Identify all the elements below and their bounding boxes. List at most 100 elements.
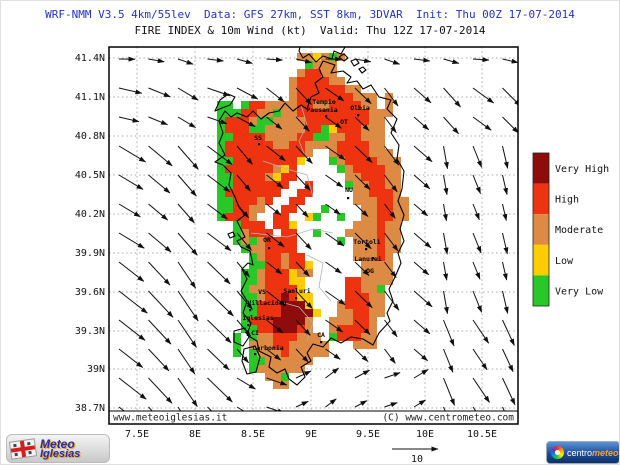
fire-cell — [313, 133, 321, 141]
fire-cell — [353, 333, 361, 341]
fire-cell — [233, 181, 241, 189]
wind-arrow — [443, 261, 449, 281]
lat-tick-label: 39.9N — [75, 248, 105, 259]
fire-cell — [337, 221, 345, 229]
fire-cell — [377, 173, 385, 181]
fire-cell — [329, 293, 337, 301]
fire-cell — [313, 317, 321, 325]
fire-cell — [369, 189, 377, 197]
wind-arrow — [118, 174, 144, 190]
fire-cell — [257, 285, 265, 293]
fire-cell — [329, 301, 337, 309]
fire-cell — [345, 149, 353, 157]
fire-cell — [257, 133, 265, 141]
fire-cell — [249, 237, 257, 245]
fire-cell — [281, 125, 289, 133]
fire-cell — [321, 253, 329, 261]
fire-cell — [289, 341, 297, 349]
fire-cell — [305, 237, 313, 245]
fire-cell — [393, 173, 401, 181]
fire-cell — [297, 213, 305, 221]
fire-cell — [361, 341, 369, 349]
fire-cell — [329, 157, 337, 165]
fire-cell — [321, 333, 329, 341]
fire-cell — [257, 341, 265, 349]
map-frame — [108, 46, 519, 425]
fire-cell — [305, 173, 313, 181]
fire-cell — [313, 125, 321, 133]
fire-cell — [329, 109, 337, 117]
fire-cell — [289, 109, 297, 117]
fire-cell — [377, 253, 385, 261]
fire-cell — [345, 245, 353, 253]
fire-cell — [345, 173, 353, 181]
wind-arrow — [502, 58, 518, 64]
fire-cell — [297, 181, 305, 189]
fire-cell — [401, 213, 409, 221]
fire-cell — [329, 141, 337, 149]
wind-arrow — [413, 399, 427, 408]
fire-cell — [361, 101, 369, 109]
fire-cell — [289, 357, 297, 365]
fire-cell — [289, 269, 297, 277]
fire-cell — [233, 221, 241, 229]
town-dot — [320, 341, 323, 344]
fire-cell — [257, 365, 265, 373]
fire-cell — [353, 117, 361, 125]
fire-cell — [345, 181, 353, 189]
fire-cell — [281, 317, 289, 325]
wind-arrow — [177, 319, 197, 348]
wind-arrow — [325, 367, 340, 379]
wind-arrow — [354, 87, 372, 104]
fire-cell — [249, 245, 257, 253]
fire-cell — [345, 141, 353, 149]
fire-cell — [289, 253, 297, 261]
fire-cell — [249, 317, 257, 325]
wind-arrow — [384, 290, 400, 311]
fire-cell — [337, 285, 345, 293]
wind-arrow — [236, 232, 252, 251]
fire-cell — [257, 261, 265, 269]
fire-cell — [393, 197, 401, 205]
fire-cell — [313, 197, 321, 205]
fire-cell — [313, 277, 321, 285]
fire-cell — [257, 349, 265, 357]
coastline-path — [350, 58, 360, 67]
fire-cell — [401, 205, 409, 213]
fire-cell — [313, 229, 321, 237]
coastline-path — [214, 93, 236, 112]
wind-arrow — [207, 87, 231, 97]
fire-cell — [233, 189, 241, 197]
fire-cell — [321, 213, 329, 221]
fire-cell — [249, 165, 257, 173]
wind-arrow — [295, 319, 311, 336]
fire-cell — [329, 317, 337, 325]
fire-cell — [337, 117, 345, 125]
fire-cell — [313, 237, 321, 245]
wind-arrow — [148, 145, 173, 167]
fire-cell — [265, 229, 273, 237]
fire-cell — [233, 341, 241, 349]
fire-cell — [369, 221, 377, 229]
fire-cell — [353, 245, 361, 253]
fire-cell — [265, 333, 273, 341]
fire-cell — [297, 69, 305, 77]
fire-cell — [305, 261, 313, 269]
fire-cell — [249, 341, 257, 349]
fire-cell — [361, 205, 369, 213]
fire-cell — [297, 53, 305, 61]
fire-cell — [257, 117, 265, 125]
fire-cell — [353, 269, 361, 277]
fire-cell — [353, 197, 361, 205]
wind-arrow — [266, 87, 285, 103]
fire-cell — [281, 253, 289, 261]
town-label: Sanluri — [283, 287, 310, 295]
fire-cell — [345, 133, 353, 141]
wind-arrow — [443, 87, 461, 108]
fire-cell — [377, 109, 385, 117]
fire-cell — [289, 133, 297, 141]
fire-cell — [217, 173, 225, 181]
fire-cell — [377, 277, 385, 285]
fire-cell — [393, 205, 401, 213]
fire-cell — [345, 197, 353, 205]
